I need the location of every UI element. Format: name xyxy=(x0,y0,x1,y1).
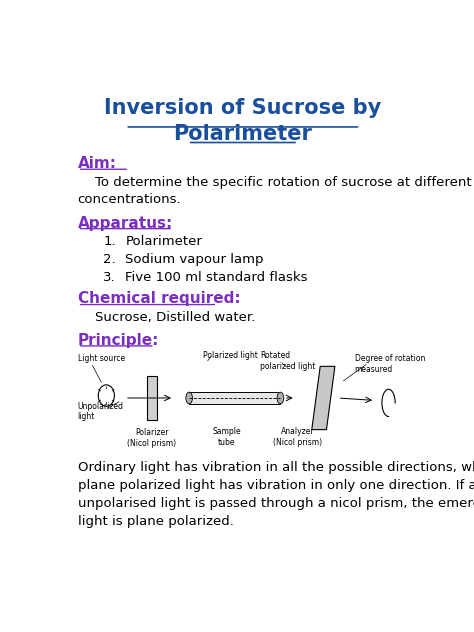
Text: Chemical required:: Chemical required: xyxy=(78,291,240,307)
Text: Inversion of Sucrose by
Polarimeter: Inversion of Sucrose by Polarimeter xyxy=(104,98,382,144)
Text: Light source: Light source xyxy=(78,354,125,363)
Text: Sucrose, Distilled water.: Sucrose, Distilled water. xyxy=(78,311,255,324)
Text: Degree of rotation
measured: Degree of rotation measured xyxy=(355,354,425,374)
Text: To determine the specific rotation of sucrose at different
concentrations.: To determine the specific rotation of su… xyxy=(78,176,471,205)
Text: Unpolarized
light: Unpolarized light xyxy=(78,402,124,422)
Text: 1.: 1. xyxy=(103,235,116,248)
Text: Rotated
polarized light: Rotated polarized light xyxy=(260,351,316,371)
Text: Polarimeter: Polarimeter xyxy=(125,235,202,248)
Bar xyxy=(189,392,281,404)
Text: Polarizer
(Nicol prism): Polarizer (Nicol prism) xyxy=(128,428,176,447)
Text: Aim:: Aim: xyxy=(78,156,117,171)
Text: Sample
tube: Sample tube xyxy=(212,427,241,447)
Ellipse shape xyxy=(277,392,284,404)
Polygon shape xyxy=(312,367,335,430)
Text: Principle:: Principle: xyxy=(78,333,159,348)
Text: Ordinary light has vibration in all the possible directions, whereas
plane polar: Ordinary light has vibration in all the … xyxy=(78,461,474,528)
Text: Analyzer
(Nicol prism): Analyzer (Nicol prism) xyxy=(273,427,322,447)
Text: 3.: 3. xyxy=(103,271,116,284)
Text: Polarized light: Polarized light xyxy=(203,351,257,360)
Text: Sodium vapour lamp: Sodium vapour lamp xyxy=(125,253,264,266)
Text: Five 100 ml standard flasks: Five 100 ml standard flasks xyxy=(125,271,308,284)
Ellipse shape xyxy=(186,392,192,404)
Text: 2.: 2. xyxy=(103,253,116,266)
Bar xyxy=(147,376,156,420)
Text: Apparatus:: Apparatus: xyxy=(78,216,173,231)
